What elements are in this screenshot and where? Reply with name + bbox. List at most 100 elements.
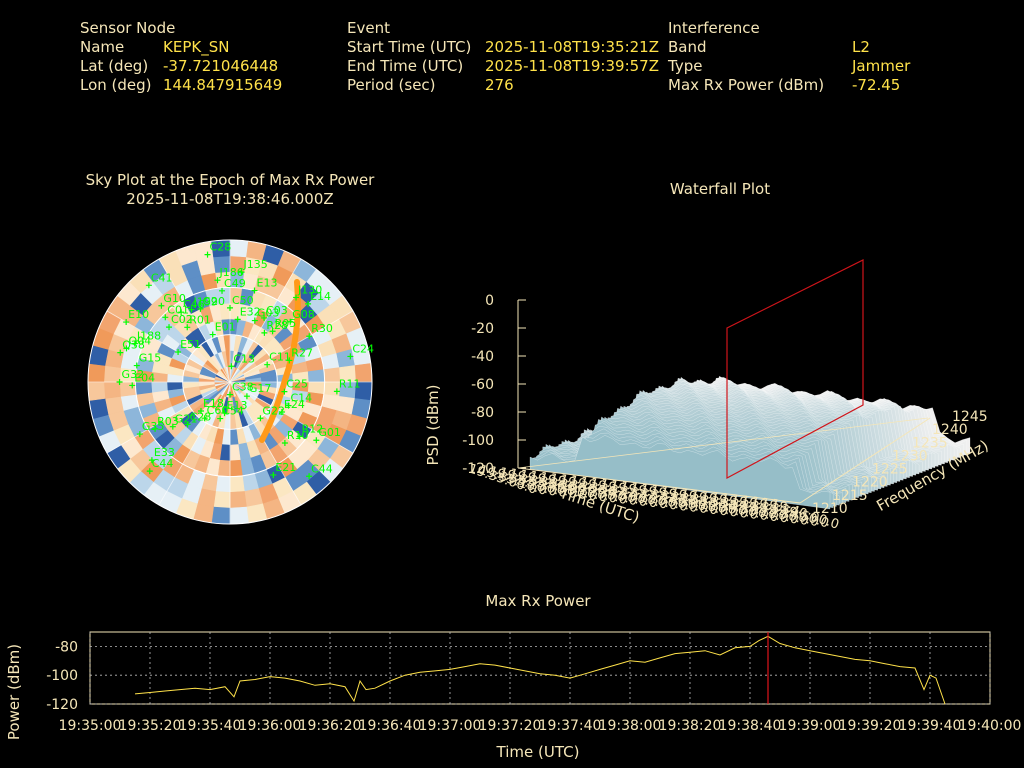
x-tick-label: 19:38:20 bbox=[659, 718, 722, 734]
sky-cell bbox=[229, 459, 243, 478]
satellite-label: C14 bbox=[291, 392, 313, 405]
x-tick-label: 19:36:40 bbox=[359, 718, 422, 734]
x-tick-label: 19:35:20 bbox=[119, 718, 182, 734]
satellite-marker bbox=[197, 305, 204, 312]
satellite-label: G22 bbox=[262, 404, 285, 417]
satellite-c44: C44 bbox=[306, 462, 333, 480]
satellite-label: G17 bbox=[249, 382, 272, 395]
satellite-marker bbox=[184, 421, 191, 428]
waterfall-title: Waterfall Plot bbox=[669, 180, 771, 198]
waterfall-strip bbox=[529, 435, 831, 510]
satellite-label: E10 bbox=[128, 308, 149, 321]
sky-cell bbox=[87, 363, 106, 383]
satellite-r01: R01 bbox=[184, 313, 211, 331]
satellite-marker bbox=[146, 468, 153, 475]
satellite-marker bbox=[238, 269, 245, 276]
satellite-r05: R05 bbox=[269, 317, 297, 335]
satellite-marker bbox=[152, 425, 159, 432]
time-axis bbox=[517, 467, 801, 504]
satellite-r12: R12 bbox=[296, 422, 324, 440]
satellite-label: J130 bbox=[297, 283, 322, 296]
series-line bbox=[134, 635, 946, 705]
satellite-label: G32 bbox=[122, 368, 145, 381]
x-tick-label: 19:36:20 bbox=[299, 718, 362, 734]
z-tick-label: -80 bbox=[471, 405, 494, 421]
max-rx-title: Max Rx Power bbox=[485, 592, 591, 610]
line-chart-grid bbox=[89, 631, 991, 705]
event-start-label: Start Time (UTC) bbox=[347, 38, 472, 56]
satellite-e13: E13 bbox=[221, 399, 247, 417]
satellite-label: R12 bbox=[302, 422, 324, 435]
sky-cell bbox=[229, 506, 249, 525]
waterfall-plot: 0-20-40-60-80-100-12019:35:00.019:35:10.… bbox=[424, 259, 992, 533]
satellite-e01: E01 bbox=[209, 321, 236, 338]
satellite-c28: C28 bbox=[184, 410, 211, 428]
satellite-label: E04 bbox=[134, 371, 155, 384]
event-end-value: 2025-11-08T19:39:57Z bbox=[485, 57, 659, 75]
waterfall-z-label: PSD (dBm) bbox=[424, 384, 442, 465]
satellite-marker bbox=[278, 408, 285, 415]
satellite-marker bbox=[306, 473, 313, 480]
satellite-label: R05 bbox=[275, 317, 297, 330]
satellite-marker bbox=[136, 431, 143, 438]
satellite-marker bbox=[175, 349, 182, 356]
satellite-c44: C44 bbox=[146, 457, 173, 475]
satellite-marker bbox=[129, 382, 136, 389]
event-period-label: Period (sec) bbox=[347, 76, 436, 94]
satellite-label: E21 bbox=[275, 461, 296, 474]
interference-band-value: L2 bbox=[852, 38, 870, 56]
satellite-marker bbox=[209, 331, 216, 338]
satellite-label: E32 bbox=[240, 305, 261, 318]
satellite-c11: C11 bbox=[264, 351, 291, 368]
satellite-r03: R03 bbox=[152, 415, 179, 432]
satellite-g22: G22 bbox=[257, 404, 285, 422]
z-tick-label: -60 bbox=[471, 377, 494, 393]
satellite-label: E01 bbox=[215, 321, 236, 334]
satellite-label: C46 bbox=[183, 298, 205, 311]
satellite-g15: G15 bbox=[133, 352, 161, 369]
satellite-c50: C50 bbox=[227, 294, 254, 311]
satellite-label: C03 bbox=[266, 304, 288, 317]
satellite-label: E51 bbox=[180, 338, 201, 351]
satellite-marker bbox=[313, 437, 320, 444]
satellite-label: C02 bbox=[171, 313, 193, 326]
satellite-label: G01 bbox=[318, 426, 341, 439]
satellite-marker bbox=[197, 408, 204, 415]
satellite-marker bbox=[286, 357, 293, 364]
x-tick-label: 19:35:40 bbox=[179, 718, 242, 734]
satellite-marker bbox=[251, 287, 258, 294]
satellite-q04: Q04 bbox=[123, 334, 151, 352]
freq-tick-label: 1245 bbox=[952, 409, 988, 425]
event-heading: Event bbox=[347, 19, 390, 37]
event-start-value: 2025-11-08T19:35:21Z bbox=[485, 38, 659, 56]
x-tick-label: 19:37:20 bbox=[479, 718, 542, 734]
satellite-r10: R10 bbox=[281, 429, 309, 446]
satellite-c01: C01 bbox=[162, 303, 189, 321]
satellite-marker bbox=[234, 316, 241, 323]
satellite-label: G20 bbox=[202, 295, 225, 308]
satellite-label: G08 bbox=[292, 308, 315, 321]
satellite-marker bbox=[281, 439, 288, 446]
satellite-g01: G01 bbox=[313, 426, 341, 444]
interference-power-value: -72.45 bbox=[852, 76, 901, 94]
satellite-e32: E32 bbox=[234, 305, 261, 323]
satellite-label: J188 bbox=[136, 330, 161, 343]
x-tick-label: 19:35:00 bbox=[59, 718, 122, 734]
satellite-label: C50 bbox=[232, 294, 254, 307]
sky-cell bbox=[103, 365, 121, 383]
satellite-c13: C13 bbox=[228, 352, 255, 370]
satellite-label: R03 bbox=[157, 415, 179, 428]
z-tick-label: -20 bbox=[471, 321, 494, 337]
satellite-label: C11 bbox=[269, 351, 291, 364]
satellite-label: E13 bbox=[257, 277, 278, 290]
y-tick-label: -120 bbox=[46, 697, 78, 713]
satellite-marker bbox=[347, 353, 354, 360]
satellite-marker bbox=[217, 415, 224, 422]
satellite-label: Q38 bbox=[122, 339, 145, 352]
freq-tick-label: 1240 bbox=[932, 422, 968, 438]
satellite-label: G21 bbox=[175, 413, 198, 426]
satellite-label: G10 bbox=[163, 292, 186, 305]
satellite-c46: C46 bbox=[178, 298, 205, 316]
sky-heatmap bbox=[87, 239, 373, 525]
sky-cell bbox=[87, 381, 106, 401]
